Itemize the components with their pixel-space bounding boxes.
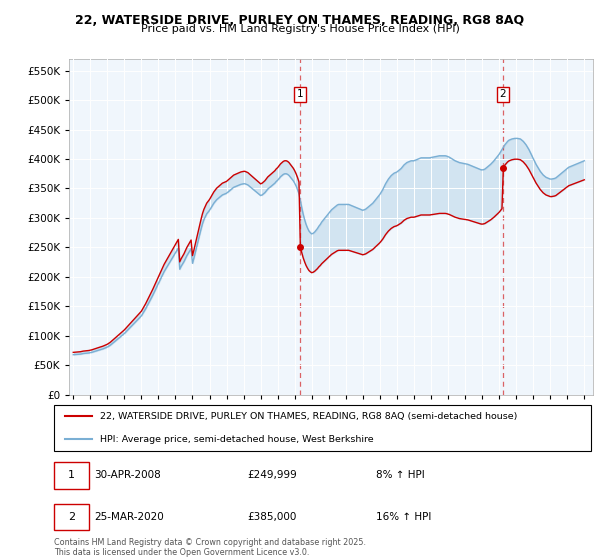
Text: £249,999: £249,999 bbox=[247, 470, 297, 480]
Text: £385,000: £385,000 bbox=[247, 512, 296, 522]
Text: 30-APR-2008: 30-APR-2008 bbox=[94, 470, 161, 480]
Text: Price paid vs. HM Land Registry's House Price Index (HPI): Price paid vs. HM Land Registry's House … bbox=[140, 24, 460, 34]
Text: 1: 1 bbox=[68, 470, 75, 480]
Text: 8% ↑ HPI: 8% ↑ HPI bbox=[376, 470, 425, 480]
Text: 1: 1 bbox=[297, 89, 304, 99]
FancyBboxPatch shape bbox=[54, 503, 89, 530]
Text: 22, WATERSIDE DRIVE, PURLEY ON THAMES, READING, RG8 8AQ (semi-detached house): 22, WATERSIDE DRIVE, PURLEY ON THAMES, R… bbox=[100, 412, 517, 421]
Text: HPI: Average price, semi-detached house, West Berkshire: HPI: Average price, semi-detached house,… bbox=[100, 435, 373, 444]
Text: 22, WATERSIDE DRIVE, PURLEY ON THAMES, READING, RG8 8AQ: 22, WATERSIDE DRIVE, PURLEY ON THAMES, R… bbox=[76, 14, 524, 27]
Text: Contains HM Land Registry data © Crown copyright and database right 2025.
This d: Contains HM Land Registry data © Crown c… bbox=[54, 538, 366, 557]
Text: 16% ↑ HPI: 16% ↑ HPI bbox=[376, 512, 431, 522]
Text: 2: 2 bbox=[68, 512, 75, 522]
Text: 2: 2 bbox=[500, 89, 506, 99]
Text: 25-MAR-2020: 25-MAR-2020 bbox=[94, 512, 164, 522]
FancyBboxPatch shape bbox=[54, 462, 89, 489]
